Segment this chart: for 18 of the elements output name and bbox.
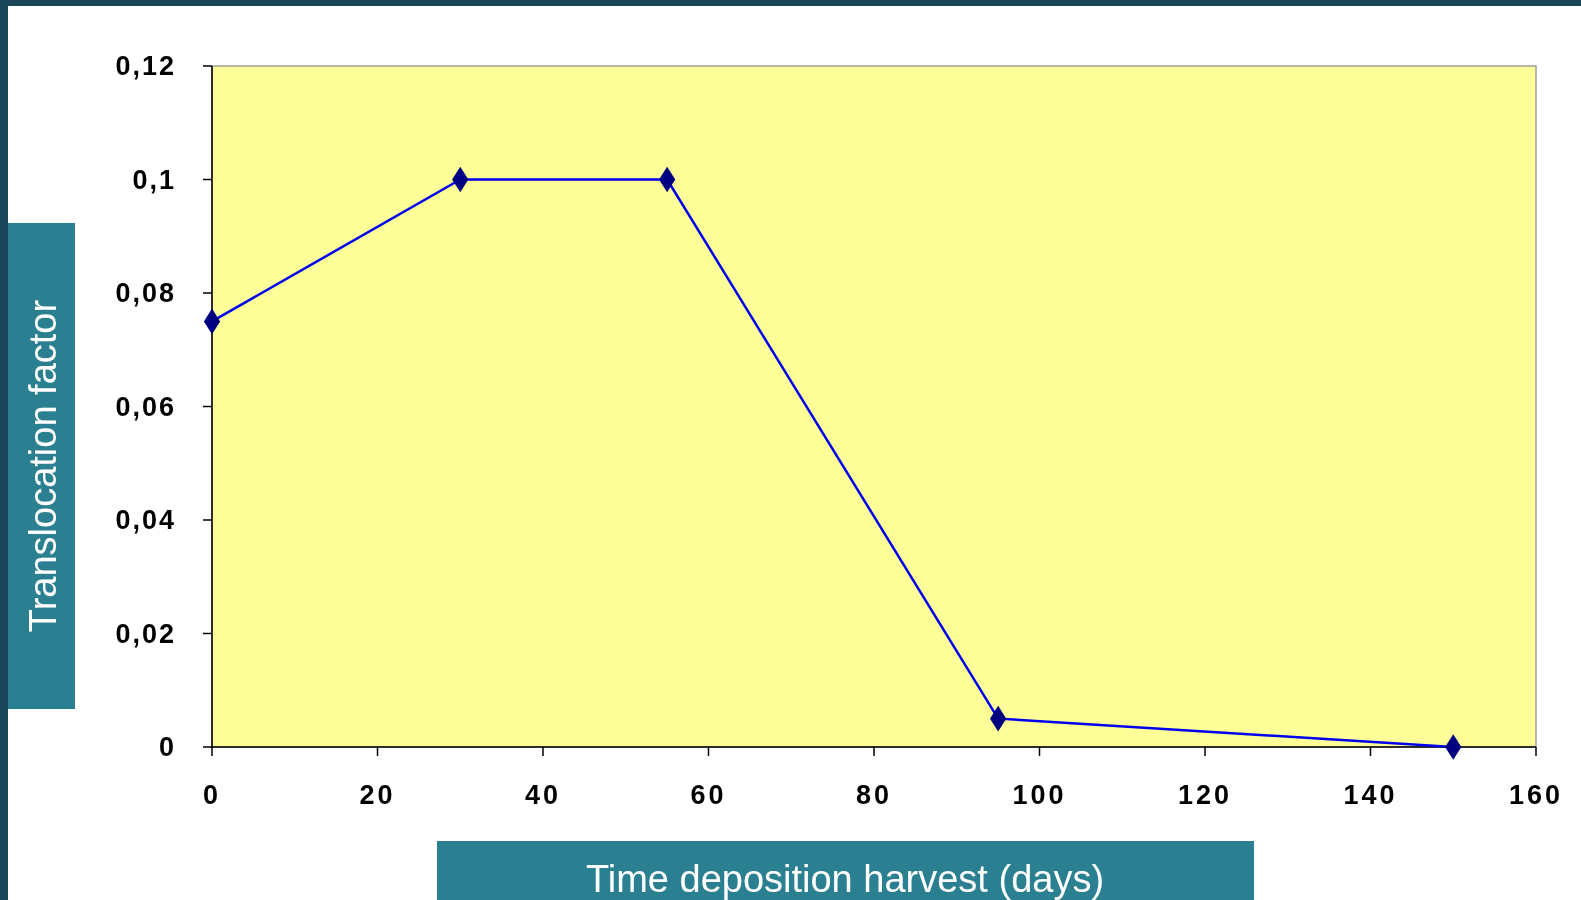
y-axis-title: Translocation factor	[22, 299, 64, 633]
y-tick-label: 0,12	[115, 51, 176, 82]
x-tick-label: 160	[1508, 780, 1564, 810]
x-tick-label: 20	[359, 780, 396, 810]
y-tick-label: 0,08	[115, 278, 176, 309]
x-tick-label: 80	[855, 780, 893, 810]
x-tick-label: 120	[1177, 780, 1233, 810]
y-tick-label: 0	[158, 732, 176, 763]
x-tick-label: 0	[202, 780, 222, 810]
y-tick-label: 0,1	[132, 164, 176, 195]
x-tick-label: 140	[1343, 780, 1398, 810]
y-tick-label: 0,04	[115, 505, 176, 536]
x-tick-label: 40	[524, 780, 562, 810]
x-tick-label: 60	[690, 780, 727, 810]
y-tick-label: 0,02	[115, 618, 176, 649]
x-axis-title: Time deposition harvest (days)	[585, 858, 1105, 900]
x-tick-label: 100	[1012, 780, 1067, 810]
y-tick-label: 0,06	[115, 391, 176, 422]
